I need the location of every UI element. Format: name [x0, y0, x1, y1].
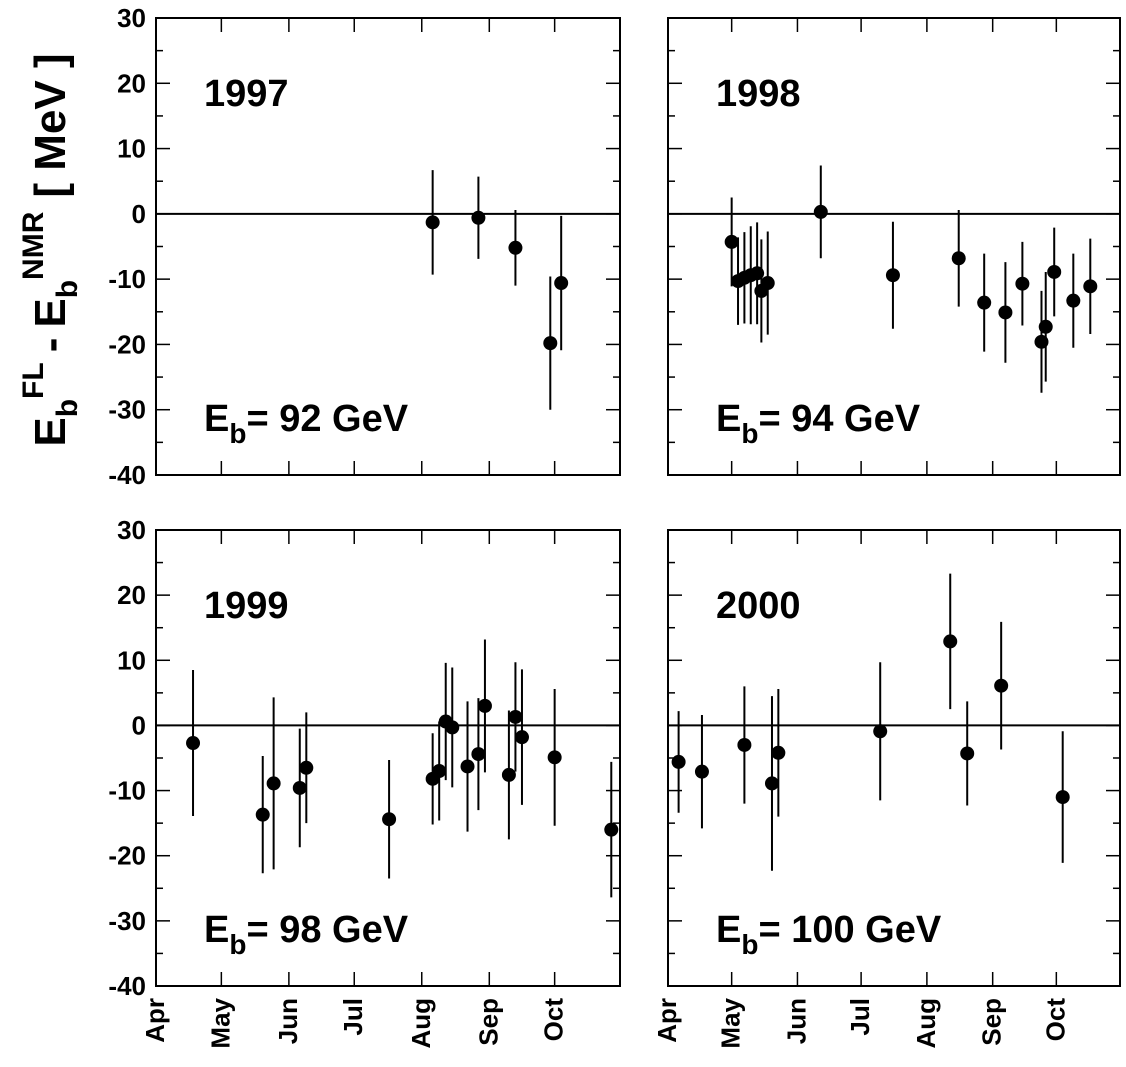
y-tick-label: 10 — [117, 645, 146, 675]
x-tick-label: Jul — [338, 998, 368, 1036]
data-point — [501, 767, 516, 782]
beam-energy-label: Eb= 92 GeV — [204, 398, 409, 449]
panel-2000: Apr May Jun Jul Aug Sep Oct 2000 Eb= 100 GeV — [652, 529, 1121, 1049]
data-point — [508, 709, 523, 724]
data-point — [471, 747, 486, 762]
ylabel-unit: [ MeV ] — [26, 53, 75, 197]
data-point — [292, 780, 307, 795]
data-point — [977, 295, 992, 310]
panel-year-label: 1998 — [716, 73, 801, 115]
data-point — [255, 807, 270, 822]
data-point — [813, 204, 828, 219]
data-point — [873, 724, 888, 739]
data-point — [508, 240, 523, 255]
data-point — [445, 720, 460, 735]
data-point — [266, 776, 281, 791]
beam-energy-label: Eb= 94 GeV — [716, 398, 921, 449]
y-tick-label: 20 — [117, 68, 146, 98]
ylabel-sup-1: FL — [17, 362, 50, 399]
data-point — [771, 745, 786, 760]
panel-year-label: 1997 — [204, 73, 289, 115]
x-tick-label: Oct — [539, 998, 569, 1042]
ylabel-base-2: E — [26, 298, 75, 327]
x-tick-label: Aug — [911, 998, 941, 1049]
panel-year-label: 1999 — [204, 585, 289, 627]
y-tick-label: -20 — [108, 841, 146, 871]
data-point — [186, 736, 201, 751]
data-point — [760, 276, 775, 291]
x-tick-label: Jul — [845, 998, 875, 1036]
y-tick-label: -10 — [108, 264, 146, 294]
data-point — [1055, 790, 1070, 805]
data-point — [299, 760, 314, 775]
panel-1997: 30 20 10 0 -10 -20 -30 -40 1997 Eb= 92 GeV — [108, 3, 621, 490]
panel-year-label: 2000 — [716, 585, 801, 627]
x-tick-label: May — [716, 997, 746, 1048]
y-tick-label: -20 — [108, 329, 146, 359]
data-point — [764, 776, 779, 791]
x-tick-label: Aug — [406, 998, 436, 1049]
data-point — [671, 754, 686, 769]
data-point — [1083, 279, 1098, 294]
ylabel-sub-1: b — [51, 399, 84, 417]
data-point — [1015, 276, 1030, 291]
x-tick-label: Sep — [977, 998, 1007, 1046]
y-tick-label: -40 — [108, 460, 146, 490]
x-tick-label: Oct — [1040, 998, 1070, 1042]
x-tick-label: Jun — [273, 998, 303, 1044]
y-tick-label: 30 — [117, 515, 146, 545]
data-point — [1047, 264, 1062, 279]
beam-energy-label: Eb= 98 GeV — [204, 909, 409, 960]
beam-energy-label: Eb= 100 GeV — [716, 909, 942, 960]
y-tick-label: 30 — [117, 3, 146, 33]
ylabel-sub-2: b — [51, 280, 84, 298]
data-point — [477, 698, 492, 713]
data-point — [1038, 319, 1053, 334]
data-point — [425, 215, 440, 230]
data-point — [943, 634, 958, 649]
ylabel-base-1: E — [26, 417, 75, 446]
panel-1998: 1998 Eb= 94 GeV — [667, 17, 1121, 476]
x-tick-label: Apr — [140, 998, 170, 1043]
data-point — [471, 210, 486, 225]
y-tick-label: 0 — [132, 710, 146, 740]
data-point — [1066, 293, 1081, 308]
ylabel-sup-2: NMR — [17, 211, 50, 280]
y-tick-label: -30 — [108, 906, 146, 936]
data-point — [951, 251, 966, 266]
data-point — [885, 268, 900, 283]
y-tick-label: -10 — [108, 776, 146, 806]
data-point — [994, 678, 1009, 693]
data-point — [737, 737, 752, 752]
y-tick-label: 0 — [132, 199, 146, 229]
data-point — [604, 822, 619, 837]
x-tick-label: May — [205, 997, 235, 1048]
x-tick-label: Sep — [473, 998, 503, 1046]
data-point — [460, 759, 475, 774]
data-point — [547, 750, 562, 765]
data-point — [543, 336, 558, 351]
y-tick-label: 10 — [117, 134, 146, 164]
data-point — [724, 234, 739, 249]
data-point — [382, 812, 397, 827]
ylabel-minus: - — [26, 338, 75, 353]
data-point — [554, 276, 569, 291]
data-point — [960, 746, 975, 761]
data-point — [514, 730, 529, 745]
y-tick-label: 20 — [117, 580, 146, 610]
y-tick-label: -40 — [108, 971, 146, 1001]
data-point — [694, 764, 709, 779]
y-tick-label: -30 — [108, 395, 146, 425]
y-axis-label: EbFL-EbNMR[ MeV ] — [17, 53, 84, 446]
x-tick-label: Apr — [652, 998, 682, 1043]
data-point — [998, 305, 1013, 320]
data-point — [432, 764, 447, 779]
x-tick-label: Jun — [781, 998, 811, 1044]
